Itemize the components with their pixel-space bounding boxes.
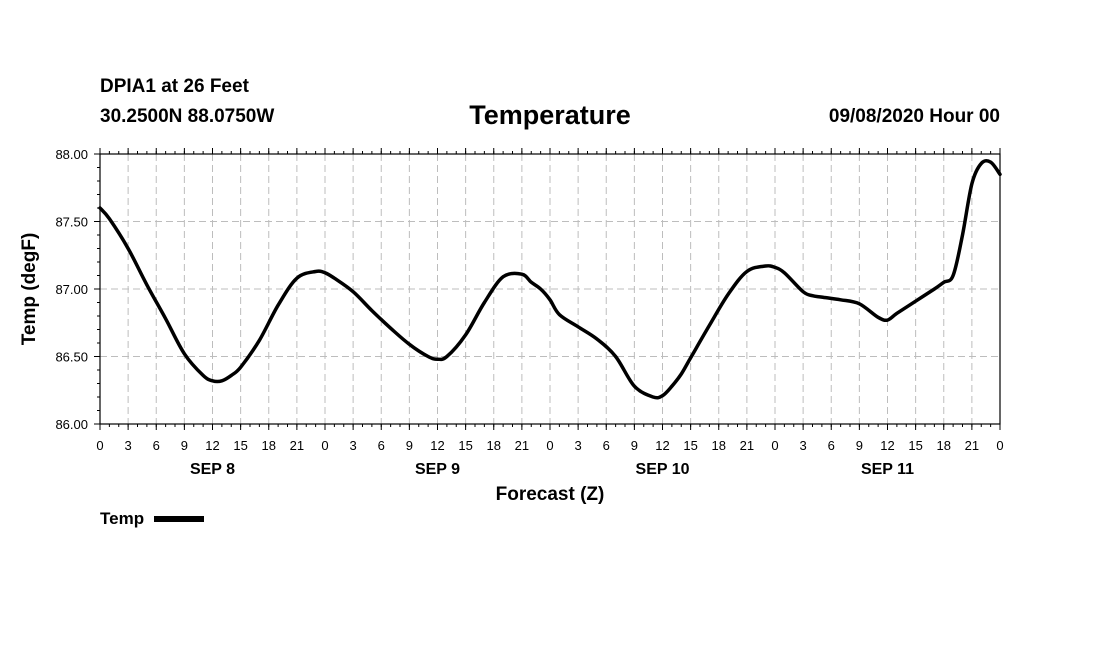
x-tick-label: 12 [880, 438, 894, 453]
x-tick-label: 18 [262, 438, 276, 453]
x-tick-label: 3 [575, 438, 582, 453]
x-tick-label: 9 [406, 438, 413, 453]
chart-title: Temperature [469, 100, 631, 130]
x-tick-label: 6 [378, 438, 385, 453]
x-tick-label: 18 [937, 438, 951, 453]
y-tick-label: 88.00 [55, 147, 88, 162]
forecast-datetime: 09/08/2020 Hour 00 [828, 106, 1000, 127]
x-tick-label: 15 [908, 438, 922, 453]
x-tick-label: 18 [487, 438, 501, 453]
x-tick-label: 0 [96, 438, 103, 453]
plot-frame [99, 153, 1001, 425]
x-tick-label: 0 [321, 438, 328, 453]
day-labels: SEP 8 SEP 9 SEP 10 SEP 11 [190, 461, 914, 478]
x-tick-label: 9 [181, 438, 188, 453]
x-tick-label: 0 [996, 438, 1003, 453]
y-axis-ticks: 86.00 86.50 87.00 87.50 88.00 [55, 147, 100, 432]
x-tick-label: 3 [800, 438, 807, 453]
station-label: DPIA1 at 26 Feet [100, 76, 249, 97]
x-tick-label: 6 [828, 438, 835, 453]
x-tick-label: 15 [458, 438, 472, 453]
x-tick-label: 9 [856, 438, 863, 453]
x-tick-label: 9 [631, 438, 638, 453]
x-tick-label: 12 [205, 438, 219, 453]
x-tick-label: 3 [350, 438, 357, 453]
x-tick-label: 12 [430, 438, 444, 453]
x-axis-label: Forecast (Z) [496, 484, 605, 505]
station-coordinates: 30.2500N 88.0750W [100, 106, 275, 127]
y-tick-label: 86.50 [55, 350, 88, 365]
x-tick-label: 0 [546, 438, 553, 453]
day-label: SEP 10 [636, 461, 690, 478]
x-axis-ticks: 0 3 6 9 12 15 18 21 0 3 6 9 12 15 18 21 0 3 6 9 12 15 18 21 0 3 6 9… [96, 148, 1004, 453]
x-tick-label: 12 [655, 438, 669, 453]
x-tick-label: 3 [125, 438, 132, 453]
legend-label: Temp [100, 509, 145, 528]
series-line-temp [98, 158, 1002, 400]
chart-grid [100, 154, 1000, 424]
legend-line-swatch [154, 516, 205, 522]
x-tick-label: 18 [712, 438, 726, 453]
x-tick-label: 0 [771, 438, 778, 453]
x-tick-label: 21 [515, 438, 529, 453]
x-tick-label: 21 [965, 438, 979, 453]
x-tick-label: 6 [153, 438, 160, 453]
day-label: SEP 8 [190, 461, 235, 478]
y-tick-label: 87.50 [55, 215, 88, 230]
y-tick-label: 86.00 [55, 417, 88, 432]
legend: Temp [100, 509, 205, 529]
day-label: SEP 9 [415, 461, 460, 478]
y-axis-label: Temp (degF) [19, 233, 40, 346]
day-label: SEP 11 [861, 461, 914, 478]
x-tick-label: 15 [683, 438, 697, 453]
x-tick-label: 21 [740, 438, 754, 453]
x-tick-label: 6 [603, 438, 610, 453]
x-tick-label: 15 [233, 438, 247, 453]
x-tick-label: 21 [290, 438, 304, 453]
y-tick-label: 87.00 [55, 282, 88, 297]
